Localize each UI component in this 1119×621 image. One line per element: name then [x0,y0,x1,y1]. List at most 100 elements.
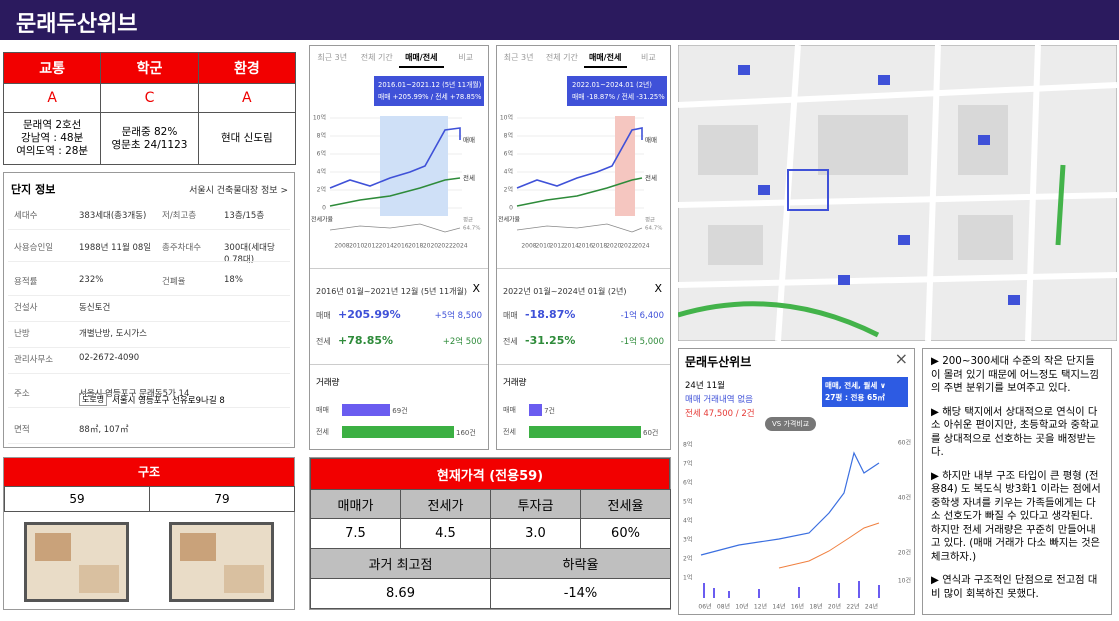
floor-plan [169,522,274,602]
y-tick-label: 4억 [504,168,513,176]
stat-name: 전세 [503,337,518,346]
volume-title: 거래량 [316,378,340,388]
info-label: 사용승인일 [14,243,54,253]
chart-panel: 최근 3년 전체 기간 매매/전세 비교 10억 8억 6억 4억 2억 0 2008 2010 201… [309,45,489,450]
info-label: 용적률 [14,277,38,287]
y-tick-label: 5억 [683,498,692,506]
lower-label: 전세가율 [311,216,334,224]
chart-tab[interactable]: 최근 3년 [317,53,348,62]
detail-line: 문래역 2호선 [23,119,82,131]
row-line [8,295,290,296]
info-value: 13층/15층 [224,211,265,221]
chart-tab[interactable]: 비교 [458,53,474,62]
volume-name: 매매 [503,406,516,414]
y-tick-label: 10억 [313,114,326,122]
volume-bar [342,404,391,416]
compare-pill[interactable]: VS 가격비교 [765,417,817,431]
x-tick-label: 2020 [423,243,438,250]
stat-name: 전세 [316,337,331,346]
close[interactable]: X [654,282,662,295]
info-link[interactable]: 서울시 건축물대장 정보 > [189,186,288,196]
y-tick-label: 2억 [504,186,513,194]
info-label: 면적 [14,425,30,435]
chart-tab[interactable]: 매매/전세 [583,52,627,68]
info-value: 18% [224,275,243,285]
score-detail: 문래역 2호선 강남역 : 48분 여의도역 : 28분 [3,112,102,165]
y-tick-label: 6억 [683,479,692,487]
x-tick-label: 2012 [550,243,565,250]
stat-amount: -1억 6,400 [620,311,664,321]
info-value: 02-2672-4090 [79,353,140,363]
structure-type: 59 [4,486,150,512]
row-line [8,373,290,374]
structure-title: 구조 [4,458,294,486]
info-label: 저/최고층 [162,211,197,221]
x-tick-label: 14년 [772,603,785,611]
price-table: 현재가격 (전용59) 매매가 7.5 전세가 4.5 투자금 3.0 전세율 60% 과거 최고… [309,457,671,610]
y-tick-label: 2억 [317,186,326,194]
note: ▶ 해당 택지에서 상대적으로 연식이 다소 아쉬운 편이지만, 초등학교와 중… [931,405,1099,459]
info-label: 건설사 [14,303,38,313]
stat-amount: -1억 5,000 [620,337,664,347]
tooltip-line: 2016.01~2021.12 (5년 11개월) [378,80,482,89]
info-value: 동신토건 [79,303,111,313]
x-tick-label: 2024 [452,243,467,250]
price-value: -14% [490,578,671,609]
y-tick-label: 8억 [683,441,692,449]
structure: 구조 59 79 [3,457,295,610]
score-detail: 현대 신도림 [197,112,296,165]
info-label: 건폐율 [162,277,186,287]
x-tick-label: 2022 [438,243,453,250]
x-tick-label: 2016 [393,243,408,250]
road-address: 서울시 영등포구 선유로9나길 8 [112,396,225,406]
app-chart: 8억 7억 6억 5억 4억 3억 2억 1억 60건 40건 20건 10건 06년 08년 10년 12년… [683,439,911,611]
chart-tab[interactable]: 전체 기간 [545,53,578,62]
app-filter[interactable]: 매매, 전세, 월세 ∨ 27평 : 전용 65㎡ [822,377,908,407]
y-tick-label: 6억 [504,150,513,158]
avg-label: 평균 [463,217,473,224]
chart-tab[interactable]: 최근 3년 [503,53,534,62]
room [180,533,216,561]
x-tick-label: 24년 [865,603,878,611]
tooltip [567,76,667,106]
chart-panel: 최근 3년 전체 기간 매매/전세 비교 10억 8억 6억 4억 2억 0 2008 2010 201… [496,45,671,450]
x-tick-label: 2022 [620,243,635,250]
info-value: 383세대(총3개동) [79,211,147,221]
y-tick-label: 6억 [317,150,326,158]
y-tick-label: 7억 [683,460,692,468]
score-header: 환경 [197,52,296,84]
app-close[interactable]: × [894,349,908,368]
volume-name: 전세 [316,428,329,436]
x-tick-label: 2012 [364,243,379,250]
x-tick-label: 2010 [349,243,364,250]
x-tick-label: 06년 [698,603,711,611]
x-tick-label: 2016 [578,243,593,250]
ratio-line [516,223,643,233]
y2-tick-label: 10건 [898,577,911,585]
info-label: 주소 [14,389,30,399]
chart-tab[interactable]: 비교 [641,53,656,62]
chart-tab[interactable]: 전체 기간 [360,53,393,62]
score-table: 교통 A 문래역 2호선 강남역 : 48분 여의도역 : 28분 학군 C 문래중 82% 영… [3,52,296,165]
close[interactable]: X [472,282,480,295]
floor-plan [24,522,129,602]
info-value: 서울시 영등포구 문래동5가 14 [79,389,190,399]
x-tick-label: 10년 [735,603,748,611]
stat-amount: +2억 500 [442,337,482,347]
detail-line: 영문초 24/1123 [111,138,188,151]
map [678,45,1117,341]
info-value: 88㎡, 107㎡ [79,425,129,435]
y-tick-label: 0 [509,205,513,212]
price-value: 3.0 [490,518,581,549]
score-grade: A [197,83,296,113]
series-label: 매매 [645,136,657,144]
tooltip-line: 매매 -18.87% / 전세 -31.25% [572,92,665,101]
chart-tab[interactable]: 매매/전세 [399,52,444,68]
x-tick-label: 2010 [535,243,550,250]
ratio-line [329,223,461,233]
size-text: 27평 : 전용 65㎡ [825,393,885,402]
stat-pct: +78.85% [338,334,394,347]
stat-pct: +205.99% [338,308,401,321]
detail-line: 현대 신도림 [221,132,273,144]
